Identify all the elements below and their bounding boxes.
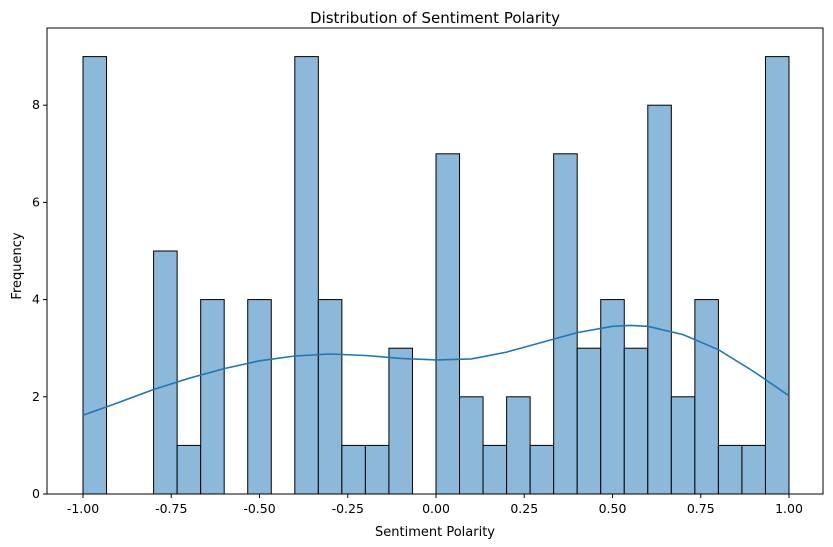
x-tick-label: 0.50 [599,501,627,516]
x-tick-label: 1.00 [775,501,803,516]
histogram-bar [670,396,696,495]
x-axis-label: Sentiment Polarity [375,525,495,540]
histogram-bar [600,299,625,495]
y-tick-label: 8 [32,97,40,112]
histogram-bar [341,444,366,495]
histogram-bar [388,347,413,495]
kde-line [82,324,790,417]
histogram-bar [553,153,578,495]
y-tick-label: 4 [32,292,40,307]
y-axis-label: Frequency [10,232,25,299]
x-axis: -1.00 -0.75 -0.50 -0.25 0.00 0.25 0.50 0.75 1.00 [67,494,803,516]
histogram-bar [459,396,484,495]
x-tick-label: 0.75 [687,501,715,516]
x-tick-label: -0.75 [155,501,187,516]
histogram-bar [200,299,225,495]
histogram-bar [764,56,790,495]
y-axis: 0 2 4 6 8 [32,97,47,501]
histogram-bar [741,444,766,495]
histogram-bar [82,56,108,495]
histogram-bar [717,444,743,495]
histogram-bar [317,299,343,495]
y-tick-label: 0 [32,486,40,501]
bars-group [82,56,790,495]
x-tick-label: -1.00 [67,501,99,516]
histogram-bar [153,250,178,495]
x-tick-label: -0.50 [243,501,275,516]
chart-title: Distribution of Sentiment Polarity [310,9,560,27]
histogram-bar [435,153,461,495]
histogram-bar [576,347,602,495]
histogram-bar [482,444,508,495]
x-tick-label: -0.25 [332,501,364,516]
histogram-bar [506,396,531,495]
plot-frame [46,27,824,495]
x-tick-label: 0.00 [422,501,450,516]
histogram-bar [176,444,202,495]
histogram-bar [623,347,649,495]
histogram-bar [247,299,272,495]
histogram-bar [647,104,672,495]
y-tick-label: 2 [32,389,40,404]
x-tick-label: 0.25 [510,501,538,516]
histogram-bar [529,444,555,495]
histogram-bar [294,56,319,495]
histogram-bar [364,444,390,495]
histogram-bar [694,299,719,495]
y-tick-label: 6 [32,194,40,209]
